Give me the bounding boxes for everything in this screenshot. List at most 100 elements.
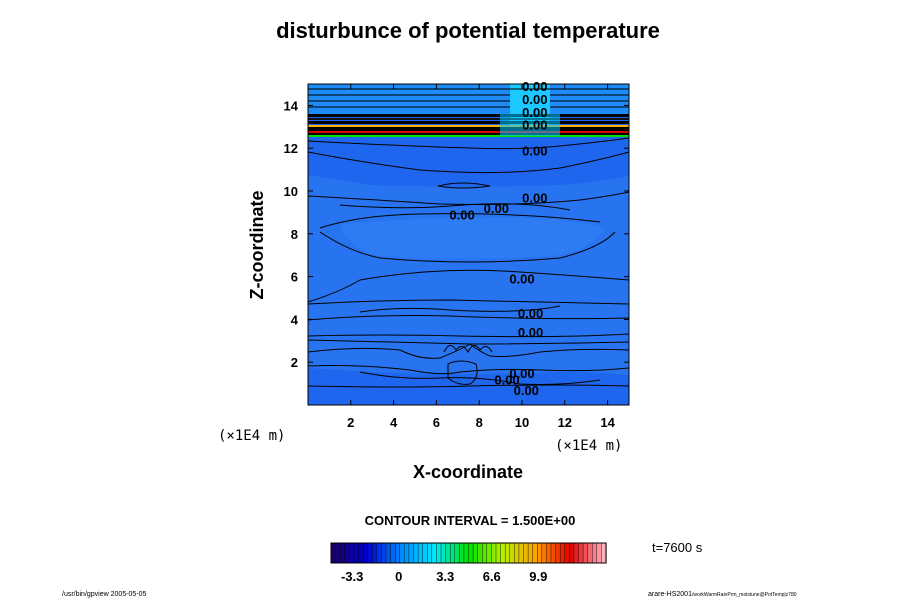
colorbar-segment bbox=[514, 542, 520, 564]
colorbar-segment bbox=[596, 542, 603, 564]
footer-left: /usr/bin/gpview 2005-05-05 bbox=[62, 591, 147, 598]
contour-label: 0.00 bbox=[522, 92, 547, 107]
colorbar-segment bbox=[367, 542, 373, 564]
x-tick-label: 2 bbox=[347, 415, 354, 430]
colorbar-segment bbox=[472, 542, 479, 564]
colorbar-segment bbox=[569, 542, 575, 564]
colorbar-segment bbox=[440, 542, 447, 564]
colorbar-segment bbox=[509, 542, 515, 564]
colorbar-segment bbox=[372, 542, 378, 564]
colorbar-segment bbox=[477, 542, 483, 564]
y-axis-label: Z-coordinate bbox=[247, 190, 267, 299]
contour-interval-label: CONTOUR INTERVAL = 1.500E+00 bbox=[365, 513, 576, 528]
colorbar-frame bbox=[330, 542, 607, 564]
y-axis-ticks: 2 4 6 8 10 12 14 bbox=[284, 98, 629, 370]
contour-plot-area: 0.000.000.000.000.000.000.000.000.000.00… bbox=[307, 79, 630, 406]
colorbar-segment bbox=[449, 542, 456, 564]
contour-label: 0.00 bbox=[522, 143, 547, 158]
colorbar-segment bbox=[339, 542, 346, 564]
colorbar-segment bbox=[532, 542, 538, 564]
contour-label: 0.00 bbox=[484, 201, 509, 216]
colorbar-segment bbox=[582, 542, 589, 564]
y-axis-unit: (×1E4 m) bbox=[218, 428, 285, 444]
colorbar-tick-label: 3.3 bbox=[436, 569, 454, 584]
colorbar-segment bbox=[385, 542, 392, 564]
colorbar-segment bbox=[427, 542, 433, 564]
colorbar-segment bbox=[422, 542, 428, 564]
colorbar-segment bbox=[573, 542, 580, 564]
y-tick-label: 4 bbox=[291, 312, 299, 327]
contour-label: 0.00 bbox=[494, 372, 519, 387]
x-tick-label: 8 bbox=[476, 415, 483, 430]
colorbar-segment bbox=[330, 542, 337, 564]
contour-label: 0.00 bbox=[522, 105, 547, 120]
colorbar-segment bbox=[404, 542, 410, 564]
time-label: t=7600 s bbox=[652, 540, 703, 555]
colorbar-tick-label: 6.6 bbox=[483, 569, 501, 584]
colorbar-segment bbox=[518, 542, 525, 564]
colorbar bbox=[330, 542, 607, 564]
y-tick-label: 6 bbox=[291, 270, 298, 285]
field-shade-inner bbox=[340, 217, 605, 259]
footer-right: arare-HS2001/workWarmRainPrm_moistune@Po… bbox=[648, 591, 797, 598]
x-tick-label: 14 bbox=[600, 415, 615, 430]
colorbar-segment bbox=[362, 542, 369, 564]
contour-label: 0.00 bbox=[514, 383, 539, 398]
y-tick-label: 14 bbox=[284, 98, 299, 113]
contour-label: 0.00 bbox=[518, 325, 543, 340]
colorbar-ticks: -3.3 0 3.3 6.6 9.9 bbox=[341, 569, 547, 584]
contour-label: 0.00 bbox=[509, 272, 534, 287]
x-tick-label: 6 bbox=[433, 415, 440, 430]
contour-label: 0.00 bbox=[522, 79, 547, 94]
x-tick-label: 10 bbox=[515, 415, 529, 430]
colorbar-segment bbox=[436, 542, 442, 564]
colorbar-segment bbox=[523, 542, 529, 564]
plot-frame bbox=[307, 83, 630, 406]
colorbar-segment bbox=[408, 542, 415, 564]
colorbar-segment bbox=[381, 542, 387, 564]
x-tick-label: 4 bbox=[390, 415, 398, 430]
colorbar-segment bbox=[564, 542, 570, 564]
x-tick-label: 12 bbox=[558, 415, 572, 430]
contour-label: 0.00 bbox=[509, 366, 534, 381]
colorbar-segment bbox=[335, 542, 341, 564]
colorbar-segment bbox=[413, 542, 419, 564]
colorbar-segment bbox=[390, 542, 396, 564]
colorbar-segment bbox=[495, 542, 502, 564]
upper-stripes bbox=[308, 114, 629, 137]
colorbar-segment bbox=[486, 542, 493, 564]
colorbar-segment bbox=[546, 542, 552, 564]
contour-label: 0.00 bbox=[518, 306, 543, 321]
colorbar-segment bbox=[587, 542, 593, 564]
contour-label: 0.00 bbox=[449, 208, 474, 223]
chart-title: disturbunce of potential temperature bbox=[276, 18, 660, 43]
contour-label: 0.00 bbox=[522, 118, 547, 133]
colorbar-segment bbox=[431, 542, 438, 564]
colorbar-segment bbox=[592, 542, 598, 564]
colorbar-segment bbox=[500, 542, 506, 564]
colorbar-segment bbox=[491, 542, 497, 564]
colorbar-segment bbox=[394, 542, 401, 564]
colorbar-segment bbox=[358, 542, 364, 564]
colorbar-segment bbox=[417, 542, 424, 564]
colorbar-segment bbox=[482, 542, 488, 564]
colorbar-segment bbox=[537, 542, 543, 564]
colorbar-segment bbox=[555, 542, 561, 564]
colorbar-segment bbox=[399, 542, 405, 564]
colorbar-segment bbox=[504, 542, 511, 564]
colorbar-segment bbox=[459, 542, 465, 564]
colorbar-tick-label: -3.3 bbox=[341, 569, 363, 584]
y-tick-label: 8 bbox=[291, 227, 298, 242]
contour-labels: 0.000.000.000.000.000.000.000.000.000.00… bbox=[449, 79, 547, 398]
colorbar-tick-label: 9.9 bbox=[529, 569, 547, 584]
colorbar-segment bbox=[445, 542, 451, 564]
x-axis-unit: (×1E4 m) bbox=[555, 438, 622, 454]
colorbar-segment bbox=[578, 542, 584, 564]
colorbar-segment bbox=[468, 542, 474, 564]
x-axis-label: X-coordinate bbox=[413, 462, 523, 482]
colorbar-segment bbox=[344, 542, 350, 564]
contour-lines bbox=[307, 88, 630, 388]
colorbar-segment bbox=[463, 542, 470, 564]
colorbar-tick-label: 0 bbox=[395, 569, 402, 584]
